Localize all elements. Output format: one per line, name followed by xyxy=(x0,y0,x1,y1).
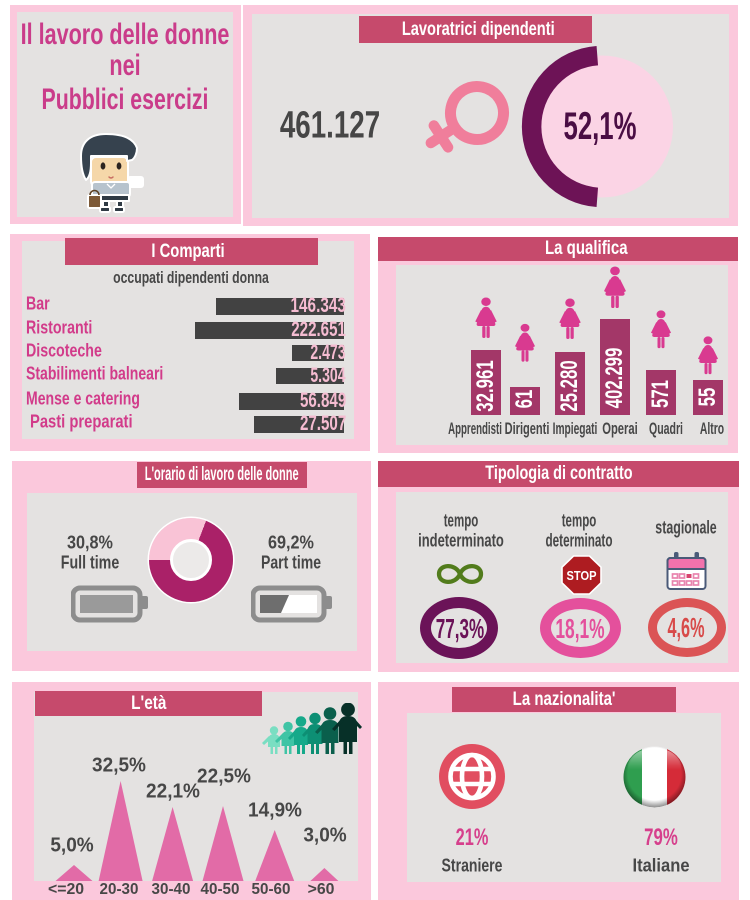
svg-text:STOP: STOP xyxy=(567,569,597,583)
